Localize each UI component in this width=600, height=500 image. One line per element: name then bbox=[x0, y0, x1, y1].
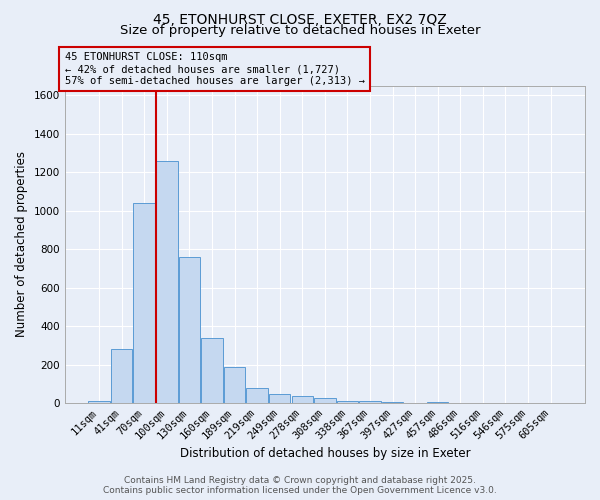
Bar bbox=[133, 203, 155, 403]
Text: 45 ETONHURST CLOSE: 110sqm
← 42% of detached houses are smaller (1,727)
57% of s: 45 ETONHURST CLOSE: 110sqm ← 42% of deta… bbox=[65, 52, 365, 86]
Bar bbox=[314, 398, 335, 403]
Bar bbox=[224, 368, 245, 403]
Bar bbox=[156, 160, 178, 403]
Bar bbox=[88, 401, 110, 403]
Bar bbox=[337, 400, 358, 403]
Bar bbox=[269, 394, 290, 403]
Bar bbox=[247, 388, 268, 403]
Bar bbox=[111, 349, 133, 403]
Bar bbox=[382, 402, 403, 403]
Y-axis label: Number of detached properties: Number of detached properties bbox=[15, 152, 28, 338]
Bar bbox=[292, 396, 313, 403]
Bar bbox=[179, 257, 200, 403]
Bar bbox=[427, 402, 448, 403]
Text: Contains HM Land Registry data © Crown copyright and database right 2025.
Contai: Contains HM Land Registry data © Crown c… bbox=[103, 476, 497, 495]
Bar bbox=[201, 338, 223, 403]
Text: Size of property relative to detached houses in Exeter: Size of property relative to detached ho… bbox=[120, 24, 480, 37]
X-axis label: Distribution of detached houses by size in Exeter: Distribution of detached houses by size … bbox=[179, 447, 470, 460]
Text: 45, ETONHURST CLOSE, EXETER, EX2 7QZ: 45, ETONHURST CLOSE, EXETER, EX2 7QZ bbox=[153, 12, 447, 26]
Bar bbox=[359, 401, 381, 403]
